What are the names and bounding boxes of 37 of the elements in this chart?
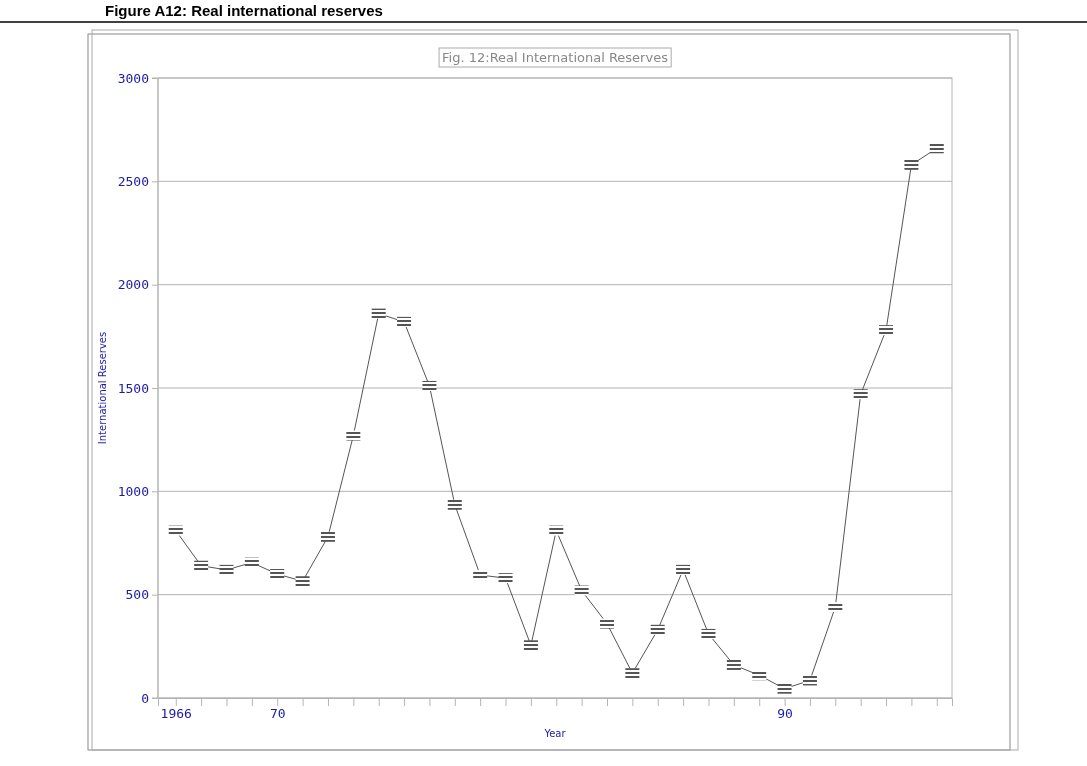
point xyxy=(752,670,767,681)
y-tick-label: 2000 xyxy=(117,277,149,293)
point xyxy=(371,308,386,319)
point xyxy=(929,143,944,154)
y-tick-label: 0 xyxy=(141,690,149,706)
point xyxy=(422,380,437,391)
point xyxy=(473,570,488,581)
point xyxy=(320,531,335,542)
chart-title: Figure A12: Real international reserves xyxy=(105,2,383,19)
point xyxy=(168,525,183,536)
point xyxy=(600,618,614,629)
point xyxy=(523,640,538,651)
point xyxy=(676,564,691,575)
x-tick-label: 90 xyxy=(777,706,793,722)
point xyxy=(802,675,817,686)
point xyxy=(219,564,234,575)
point xyxy=(777,683,792,694)
point xyxy=(701,628,716,639)
x-axis-title: Year xyxy=(543,728,567,739)
x-tick-label: 70 xyxy=(269,706,286,722)
y-tick-label: 500 xyxy=(125,587,149,603)
y-axis-title: International Reserves xyxy=(97,331,108,445)
x-tick-label: 1966 xyxy=(160,706,192,722)
point xyxy=(574,585,589,596)
point xyxy=(244,557,259,568)
point xyxy=(726,659,741,670)
point xyxy=(447,499,462,510)
y-tick-label: 2500 xyxy=(117,173,149,189)
point xyxy=(904,159,919,170)
y-tick-label: 3000 xyxy=(117,70,149,86)
point xyxy=(625,668,640,679)
y-tick-label: 1000 xyxy=(117,483,149,499)
point xyxy=(650,624,665,635)
point xyxy=(295,576,310,587)
point xyxy=(397,316,412,327)
point xyxy=(194,560,209,571)
y-tick-label: 1500 xyxy=(117,380,149,396)
